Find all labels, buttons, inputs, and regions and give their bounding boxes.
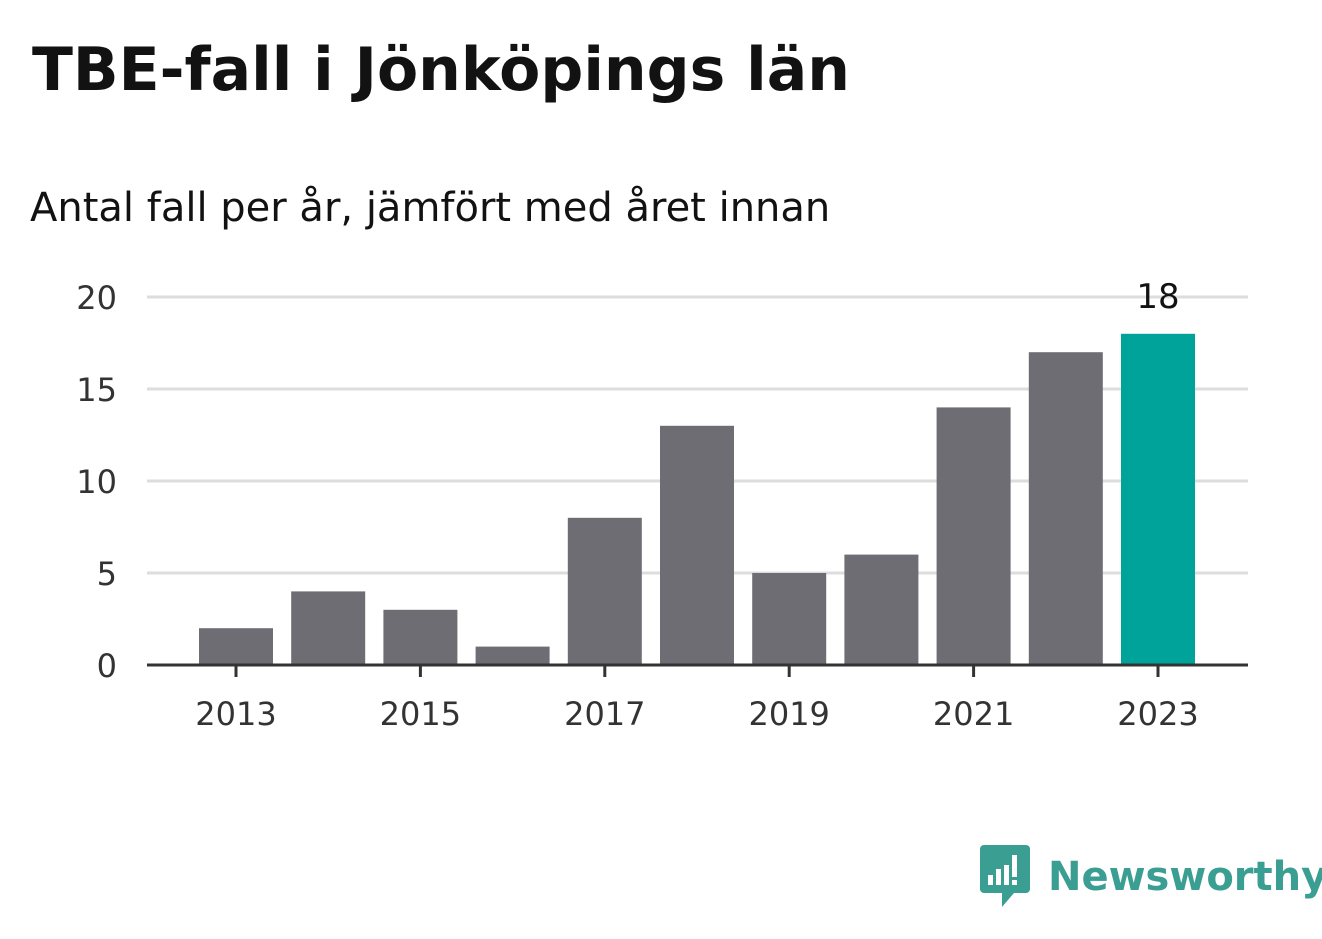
chart-subtitle: Antal fall per år, jämfört med året inna… bbox=[30, 185, 831, 231]
bar-2020 bbox=[844, 554, 919, 665]
y-tick-label: 10 bbox=[76, 463, 117, 501]
x-tick-label: 2023 bbox=[1117, 695, 1198, 733]
bar-2016 bbox=[475, 646, 550, 665]
y-tick-label: 15 bbox=[76, 371, 117, 409]
x-tick-label: 2013 bbox=[195, 695, 276, 733]
logo-wordmark: Newsworthy bbox=[1048, 854, 1322, 900]
bar-2019 bbox=[752, 573, 827, 665]
x-tick-label: 2019 bbox=[748, 695, 829, 733]
bar-2017 bbox=[567, 517, 642, 665]
highlight-data-label: 18 bbox=[1136, 277, 1179, 317]
y-tick-label: 20 bbox=[76, 279, 117, 317]
bar-2023 bbox=[1121, 333, 1195, 665]
x-tick-label: 2017 bbox=[564, 695, 645, 733]
bar-2015 bbox=[383, 609, 458, 665]
bar-2014 bbox=[291, 591, 366, 665]
bar-chart-speech-bubble-icon bbox=[980, 845, 1030, 907]
bar-2018 bbox=[660, 425, 734, 665]
bar-2022 bbox=[1028, 352, 1103, 665]
chart-title: TBE-fall i Jönköpings län bbox=[32, 35, 850, 105]
y-tick-label: 0 bbox=[97, 647, 117, 685]
y-tick-label: 5 bbox=[97, 555, 117, 593]
x-tick-label: 2021 bbox=[933, 695, 1014, 733]
x-tick-label: 2015 bbox=[380, 695, 461, 733]
bar-2013 bbox=[199, 628, 273, 665]
bar-2021 bbox=[936, 407, 1011, 665]
newsworthy-logo: Newsworthy bbox=[980, 845, 1322, 909]
